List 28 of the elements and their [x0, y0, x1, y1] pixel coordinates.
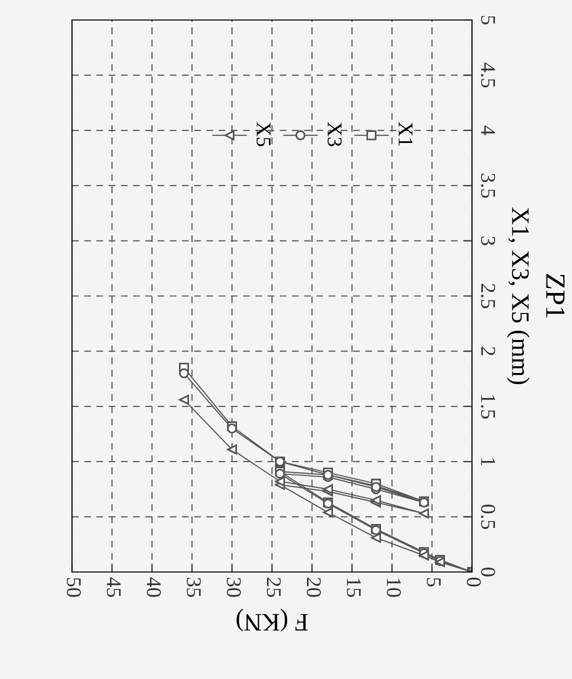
y-tick-label: 4.5 — [481, 62, 496, 88]
x-tick-label: 40 — [146, 577, 161, 597]
y-tick-label: 3.5 — [481, 174, 496, 198]
y-tick-label: 1 — [481, 458, 496, 466]
y-tick-label: 5 — [481, 16, 495, 24]
y-tick-label: 4 — [481, 126, 496, 136]
x-tick-label: 10 — [386, 578, 401, 597]
x-tick-label: 45 — [106, 577, 121, 597]
x-tick-label: 35 — [186, 578, 201, 597]
y-axis-title: X1, X3, X5 (mm) — [506, 207, 530, 384]
x-tick-label: 0 — [466, 578, 481, 586]
y-tick-label: 0 — [481, 568, 496, 576]
y-tick-label: 3 — [481, 236, 496, 246]
legend-label: X5 — [256, 122, 270, 146]
x-tick-label: 25 — [266, 578, 281, 597]
y-tick-label: 0.5 — [481, 504, 496, 530]
x-tick-label: 30 — [226, 578, 241, 597]
legend-label: X3 — [328, 122, 342, 146]
y-tick-label: 1.5 — [481, 395, 496, 419]
x-tick-label: 50 — [66, 578, 81, 597]
y-tick-label: 2.5 — [481, 284, 496, 308]
y-tick-label: 2 — [481, 346, 496, 356]
x-tick-label: 20 — [306, 578, 321, 597]
legend-label: X1 — [398, 122, 413, 146]
x-tick-label: 5 — [426, 578, 441, 586]
x-axis-title: F (KN) — [236, 608, 308, 632]
x-tick-label: 15 — [346, 578, 361, 597]
text: ZP1 — [546, 274, 565, 318]
